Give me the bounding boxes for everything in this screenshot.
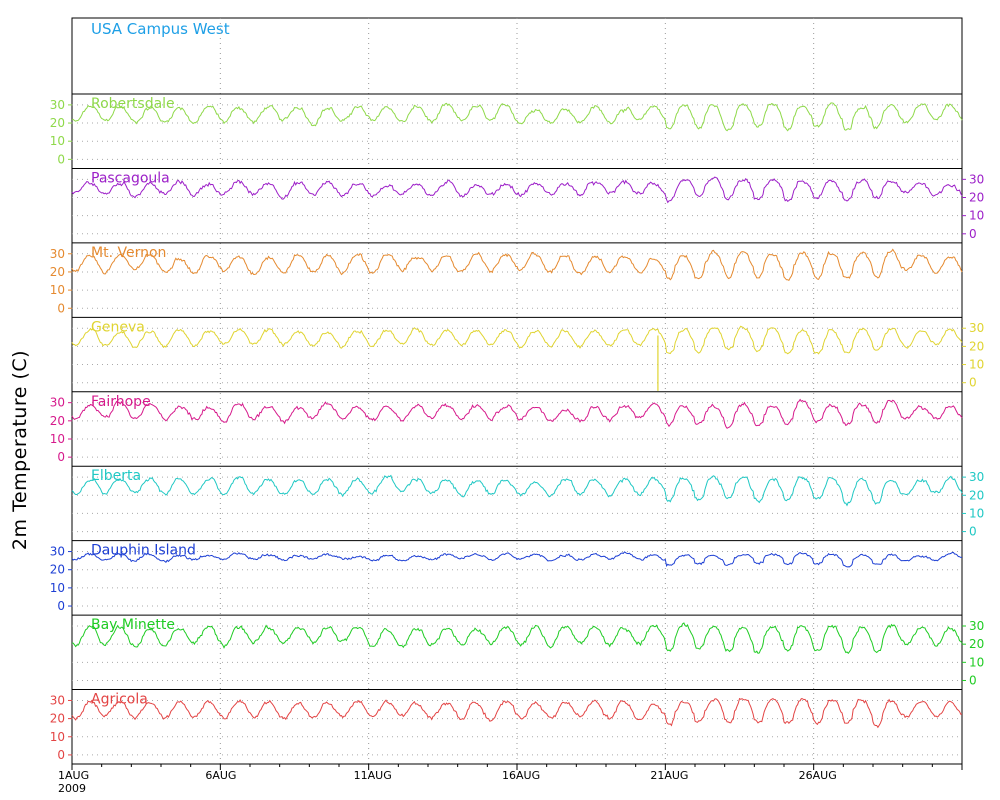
- y-tick-label: 20: [969, 339, 984, 353]
- y-tick-label: 30: [969, 172, 984, 186]
- x-tick-label: 11AUG: [354, 769, 392, 782]
- y-tick-label: 20: [50, 712, 65, 726]
- y-tick-label: 0: [57, 748, 65, 762]
- y-tick-label: 0: [57, 152, 65, 166]
- series-label: Dauphin Island: [91, 543, 196, 559]
- x-tick-label: 16AUG: [502, 769, 540, 782]
- y-tick-label: 30: [969, 470, 984, 484]
- y-tick-label: 10: [969, 506, 984, 520]
- chart-title: USA Campus West: [91, 20, 230, 38]
- series-line: [71, 248, 963, 281]
- y-tick-label: 20: [50, 116, 65, 130]
- series-label: Fairhope: [91, 394, 151, 410]
- y-tick-label: 30: [50, 98, 65, 112]
- series-label: Elberta: [91, 468, 141, 484]
- y-tick-label: 30: [50, 693, 65, 707]
- y-tick-label: 0: [969, 376, 977, 390]
- y-tick-label: 10: [50, 134, 65, 148]
- y-tick-label: 20: [50, 563, 65, 577]
- x-tick-label: 6AUG: [205, 769, 236, 782]
- y-tick-label: 0: [969, 227, 977, 241]
- series-label: Bay Minette: [91, 617, 175, 633]
- y-tick-label: 0: [969, 673, 977, 687]
- x-tick-label: 26AUG: [799, 769, 837, 782]
- y-tick-label: 20: [969, 488, 984, 502]
- series-line: [71, 176, 963, 204]
- x-tick-label: 21AUG: [650, 769, 688, 782]
- y-tick-label: 30: [969, 619, 984, 633]
- y-tick-label: 10: [50, 432, 65, 446]
- series-label: Robertsdale: [91, 96, 175, 112]
- y-tick-label: 10: [50, 730, 65, 744]
- y-tick-label: 10: [50, 283, 65, 297]
- y-tick-label: 30: [969, 321, 984, 335]
- y-tick-label: 0: [969, 525, 977, 539]
- series-label: Geneva: [91, 319, 145, 335]
- y-tick-label: 20: [969, 190, 984, 204]
- y-tick-label: 0: [57, 301, 65, 315]
- series-line: [71, 474, 963, 507]
- y-tick-label: 10: [969, 209, 984, 223]
- y-tick-label: 20: [969, 637, 984, 651]
- series-line: [71, 697, 963, 729]
- y-tick-label: 30: [50, 545, 65, 559]
- series-line: [71, 325, 963, 355]
- series-line: [71, 622, 963, 655]
- y-tick-label: 30: [50, 247, 65, 261]
- y-tick-label: 10: [50, 581, 65, 595]
- y-tick-label: 30: [50, 396, 65, 410]
- series-label: Pascagoula: [91, 170, 170, 186]
- y-tick-label: 0: [57, 450, 65, 464]
- x-tick-label: 1AUG: [58, 769, 89, 782]
- plot-frame: [71, 17, 963, 765]
- series-line: [71, 102, 963, 132]
- series-line: [71, 551, 962, 568]
- series-line: [71, 398, 963, 429]
- y-tick-label: 20: [50, 414, 65, 428]
- y-tick-label: 20: [50, 265, 65, 279]
- x-tick-label: 2009: [58, 782, 86, 795]
- series-label: Agricola: [91, 692, 148, 708]
- y-tick-label: 0: [57, 599, 65, 613]
- y-tick-label: 10: [969, 655, 984, 669]
- series-label: Mt. Vernon: [91, 245, 166, 261]
- y-tick-label: 10: [969, 358, 984, 372]
